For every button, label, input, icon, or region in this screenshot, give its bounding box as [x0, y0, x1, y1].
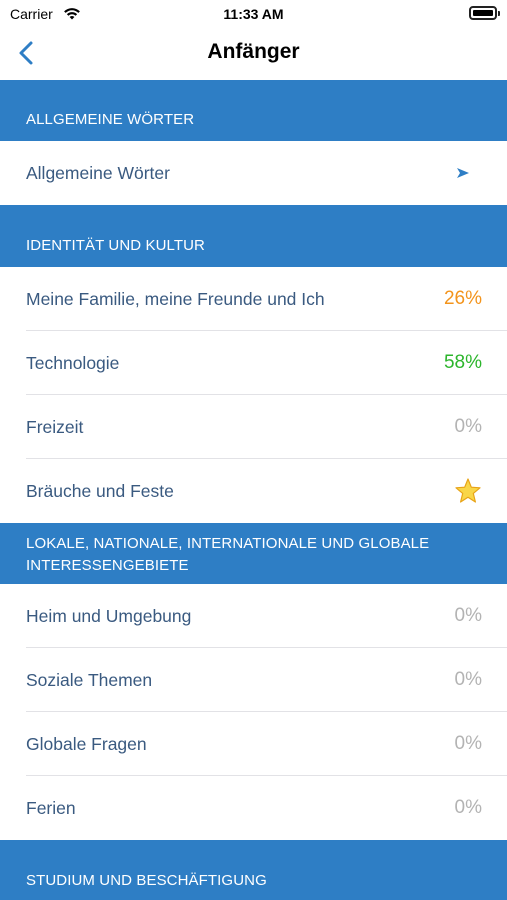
- list-item-label: Soziale Themen: [26, 669, 153, 690]
- list-item-label: Meine Familie, meine Freunde und Ich: [26, 288, 325, 309]
- list-item-ferien[interactable]: Ferien 0%: [0, 776, 507, 840]
- list-item-label: Globale Fragen: [26, 733, 147, 754]
- section-header-label: STUDIUM UND BESCHÄFTIGUNG: [26, 872, 267, 889]
- topic-list: ALLGEMEINE WÖRTER Allgemeine Wörter IDEN…: [0, 80, 507, 900]
- list-item-freizeit[interactable]: Freizeit 0%: [0, 395, 507, 459]
- page-title: Anfänger: [207, 40, 300, 63]
- progress-percent: 0%: [454, 733, 482, 754]
- progress-percent: 26%: [443, 288, 482, 309]
- section-header-line: LOKALE, NATIONALE, INTERNATIONALE UND GL…: [26, 535, 430, 552]
- clock-time: 11:33 AM: [223, 6, 284, 22]
- section-header-label: ALLGEMEINE WÖRTER: [26, 111, 195, 128]
- list-item-label: Allgemeine Wörter: [26, 162, 170, 183]
- section-header-lokale-interessengebiete: LOKALE, NATIONALE, INTERNATIONALE UND GL…: [0, 523, 507, 584]
- section-header-label: LOKALE, NATIONALE, INTERNATIONALE UND GL…: [26, 533, 429, 584]
- play-arrow-icon: [457, 168, 469, 178]
- progress-percent: 0%: [454, 605, 482, 626]
- star-icon: [455, 478, 481, 503]
- progress-percent: 0%: [454, 416, 482, 437]
- carrier-label: Carrier: [10, 6, 53, 22]
- list-item-globale-fragen[interactable]: Globale Fragen 0%: [0, 712, 507, 776]
- section-header-allgemeine-woerter: ALLGEMEINE WÖRTER: [0, 80, 507, 141]
- list-item-meine-familie[interactable]: Meine Familie, meine Freunde und Ich 26%: [0, 267, 507, 331]
- navigation-bar: Anfänger: [0, 30, 507, 80]
- battery-icon: [469, 6, 500, 20]
- list-item-label: Heim und Umgebung: [26, 605, 192, 626]
- list-item-braeuche-und-feste[interactable]: Bräuche und Feste: [0, 459, 507, 523]
- progress-percent: 0%: [454, 797, 482, 818]
- back-chevron-icon[interactable]: [14, 38, 40, 68]
- section-header-identitaet-und-kultur: IDENTITÄT UND KULTUR: [0, 205, 507, 267]
- list-item-label: Bräuche und Feste: [26, 480, 174, 501]
- progress-percent: 58%: [443, 352, 482, 373]
- list-item-allgemeine-woerter[interactable]: Allgemeine Wörter: [0, 141, 507, 205]
- list-item-technologie[interactable]: Technologie 58%: [0, 331, 507, 395]
- list-item-label: Ferien: [26, 797, 76, 818]
- wifi-icon: [64, 8, 80, 20]
- list-item-label: Freizeit: [26, 416, 84, 437]
- section-header-studium-und-beschaeftigung: STUDIUM UND BESCHÄFTIGUNG: [0, 840, 507, 900]
- list-item-heim-und-umgebung[interactable]: Heim und Umgebung 0%: [0, 584, 507, 648]
- status-bar: Carrier 11:33 AM: [0, 0, 507, 30]
- section-header-label: IDENTITÄT UND KULTUR: [26, 237, 205, 254]
- list-item-soziale-themen[interactable]: Soziale Themen 0%: [0, 648, 507, 712]
- section-header-line: INTERESSENGEBIETE: [26, 557, 189, 574]
- progress-percent: 0%: [454, 669, 482, 690]
- list-item-label: Technologie: [26, 352, 120, 373]
